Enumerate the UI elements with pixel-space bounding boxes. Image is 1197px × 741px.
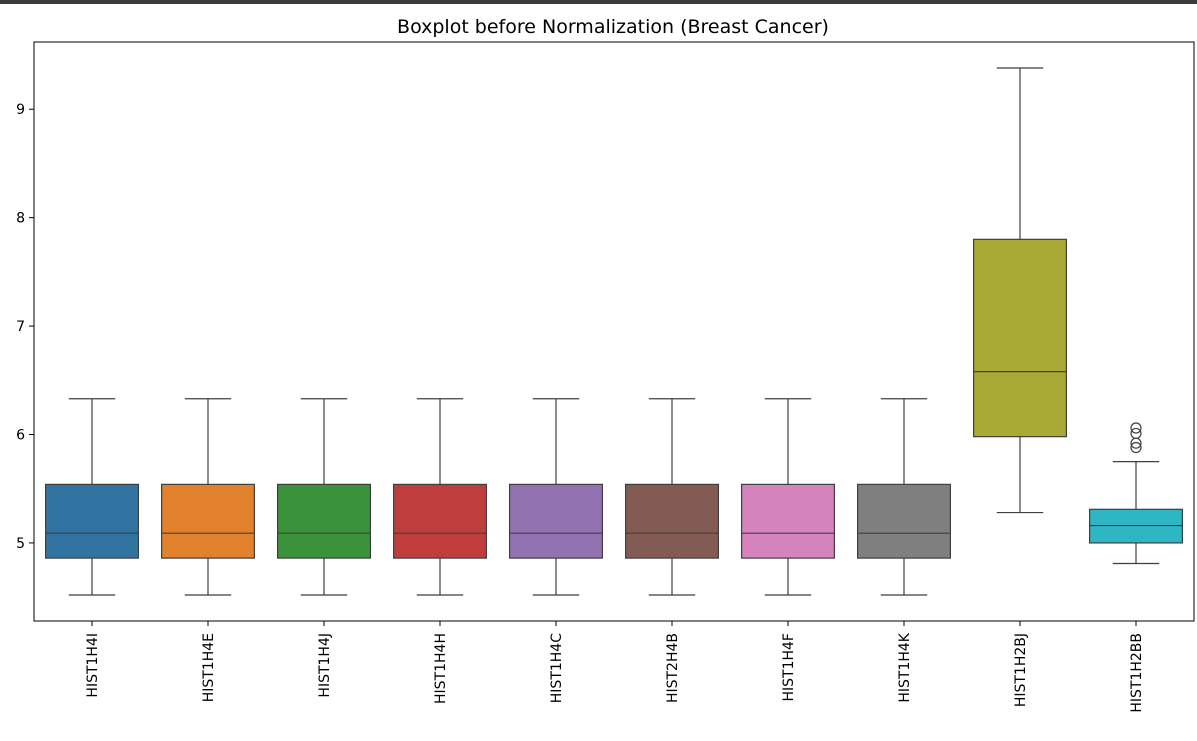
outlier-point — [1130, 441, 1142, 454]
y-tick-label: 9 — [16, 102, 25, 118]
y-tick-label: 7 — [16, 319, 25, 335]
x-tick-label: HIST1H4F — [781, 633, 797, 702]
x-tick-label: HIST1H2BB — [1129, 633, 1145, 713]
x-tick-label: HIST1H2BJ — [1013, 633, 1029, 707]
top-window-bar — [0, 0, 1197, 4]
x-tick-label: HIST1H4J — [317, 633, 333, 698]
plot-area: 5 6 7 8 9 HIST1H4I HIST1H4E HIST1H4J HIST1H4H HIS… — [16, 41, 1195, 713]
x-tick-label: HIST1H4I — [85, 633, 101, 698]
outlier-point — [1130, 427, 1142, 440]
x-tick-label: HIST2H4B — [665, 633, 681, 703]
box-hist1h4f — [740, 483, 835, 559]
x-tick-label: HIST1H4K — [897, 632, 913, 702]
chart-title: Boxplot before Normalization (Breast Can… — [397, 16, 829, 38]
box-hist2h4b — [624, 483, 719, 559]
axes-frame — [33, 41, 1195, 622]
box-hist1h4c — [509, 483, 604, 559]
box-hist1h4h — [393, 483, 488, 559]
x-tick-label: HIST1H4E — [201, 633, 217, 702]
y-tick-label: 8 — [16, 211, 25, 227]
y-tick-label: 5 — [16, 536, 25, 552]
x-tick-label: HIST1H4H — [433, 633, 449, 704]
box-hist1h4k — [856, 483, 951, 559]
box-hist1h4e — [161, 483, 256, 559]
box-hist1h4j — [277, 483, 372, 559]
y-tick-label: 6 — [16, 428, 25, 444]
outlier-point — [1130, 422, 1142, 434]
box-hist1h4i — [44, 483, 140, 559]
x-tick-label: HIST1H4C — [549, 633, 565, 703]
box-hist1h2bj — [972, 238, 1067, 438]
